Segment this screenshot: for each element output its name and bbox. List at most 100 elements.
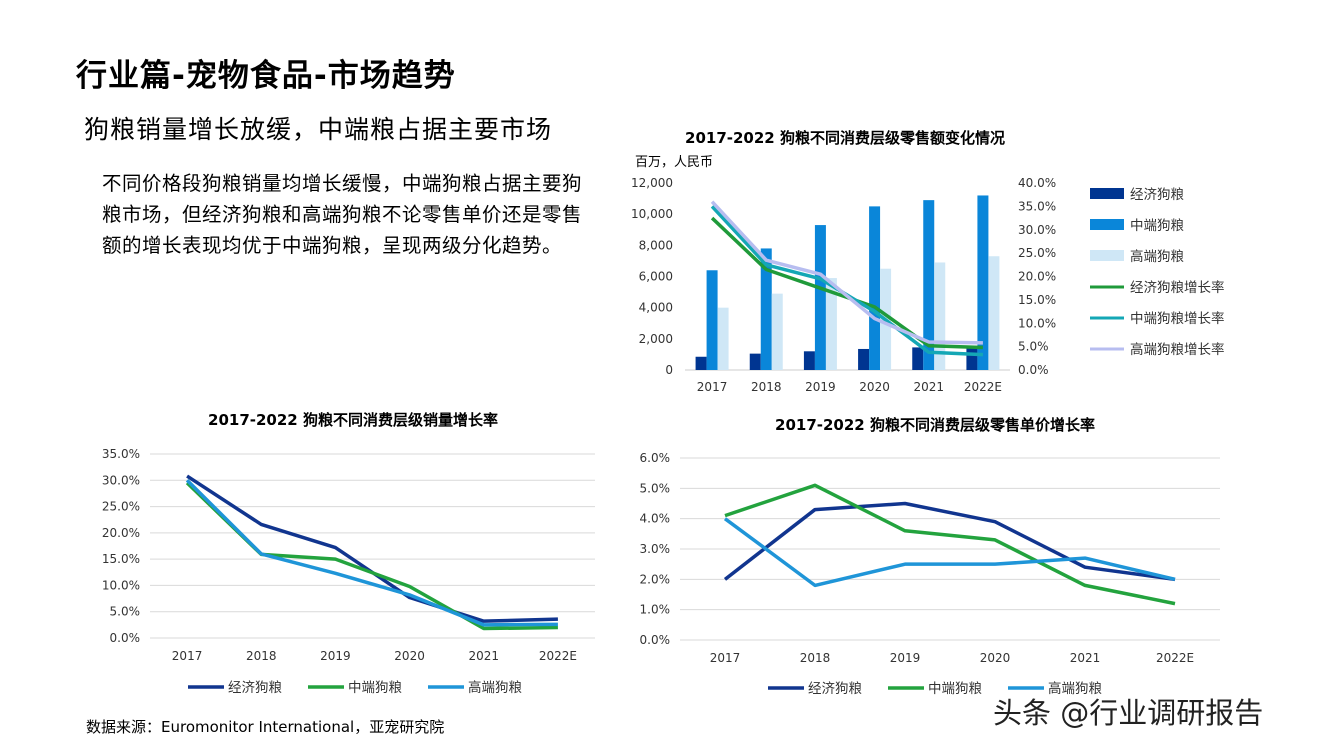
chart-title: 2017-2022 狗粮不同消费层级销量增长率 bbox=[208, 411, 498, 429]
y-tick-label: 12,000 bbox=[631, 176, 673, 190]
y2-tick-label: 20.0% bbox=[1018, 270, 1056, 284]
y-tick-label: 3.0% bbox=[640, 542, 671, 556]
y2-tick-label: 30.0% bbox=[1018, 223, 1056, 237]
bar-经济狗粮 bbox=[749, 353, 761, 370]
x-tick-label: 2022E bbox=[539, 649, 577, 663]
y-tick-label: 2.0% bbox=[640, 572, 671, 586]
y-tick-label: 1.0% bbox=[640, 603, 671, 617]
y2-tick-label: 40.0% bbox=[1018, 176, 1056, 190]
y-tick-label: 25.0% bbox=[102, 500, 140, 514]
bar-高端狗粮 bbox=[771, 293, 783, 370]
y2-tick-label: 0.0% bbox=[1018, 363, 1049, 377]
legend-label: 高端狗粮 bbox=[468, 679, 522, 696]
y-tick-label: 8,000 bbox=[639, 238, 673, 252]
x-tick-label: 2017 bbox=[710, 651, 741, 665]
bar-经济狗粮 bbox=[966, 345, 978, 370]
y-tick-label: 5.0% bbox=[640, 481, 671, 495]
y-tick-label: 10,000 bbox=[631, 207, 673, 221]
series-line-高端狗粮 bbox=[723, 517, 1176, 588]
y-tick-label: 0.0% bbox=[640, 633, 671, 647]
legend-swatch bbox=[1090, 188, 1124, 199]
y-axis-label: 百万，人民币 bbox=[635, 155, 713, 170]
bar-中端狗粮 bbox=[760, 248, 772, 370]
bar-中端狗粮 bbox=[814, 225, 826, 370]
x-tick-label: 2021 bbox=[913, 380, 944, 394]
y2-tick-label: 10.0% bbox=[1018, 316, 1056, 330]
series-line-中端狗粮 bbox=[724, 483, 1176, 606]
y2-tick-label: 15.0% bbox=[1018, 293, 1056, 307]
bar-经济狗粮 bbox=[803, 351, 815, 370]
bar-中端狗粮 bbox=[706, 270, 718, 370]
page-title: 行业篇-宠物食品-市场趋势 bbox=[76, 58, 456, 94]
bar-中端狗粮 bbox=[869, 206, 881, 370]
legend-label: 中端狗粮 bbox=[928, 681, 982, 697]
y-tick-label: 30.0% bbox=[102, 473, 140, 487]
legend-label: 经济狗粮 bbox=[228, 680, 282, 696]
series-line-经济狗粮 bbox=[186, 474, 558, 623]
x-tick-label: 2019 bbox=[805, 380, 836, 394]
x-tick-label: 2020 bbox=[394, 649, 425, 663]
y-tick-label: 35.0% bbox=[102, 447, 140, 461]
body-paragraph: 不同价格段狗粮销量均增长缓慢，中端狗粮占据主要狗粮市场，但经济狗粮和高端狗粮不论… bbox=[102, 172, 583, 257]
y-tick-label: 10.0% bbox=[102, 578, 140, 592]
bar-高端狗粮 bbox=[717, 307, 729, 370]
y-tick-label: 6.0% bbox=[640, 451, 671, 465]
y-tick-label: 15.0% bbox=[102, 552, 140, 566]
legend-label: 经济狗粮 bbox=[1130, 187, 1184, 203]
legend-swatch bbox=[1090, 250, 1124, 261]
bar-经济狗粮 bbox=[858, 348, 870, 370]
series-line-高端狗粮 bbox=[185, 479, 558, 627]
y-tick-label: 6,000 bbox=[639, 270, 673, 284]
y-tick-label: 0.0% bbox=[110, 631, 141, 645]
bar-高端狗粮 bbox=[988, 256, 1000, 370]
bar-中端狗粮 bbox=[977, 195, 989, 370]
x-tick-label: 2020 bbox=[859, 380, 890, 394]
x-tick-label: 2020 bbox=[980, 651, 1011, 665]
bar-高端狗粮 bbox=[934, 262, 946, 370]
page-subtitle: 狗粮销量增长放缓，中端粮占据主要市场 bbox=[84, 115, 553, 144]
x-tick-label: 2021 bbox=[468, 649, 499, 663]
bar-经济狗粮 bbox=[912, 347, 924, 370]
watermark: 头条 @行业调研报告 bbox=[993, 696, 1264, 730]
x-tick-label: 2017 bbox=[172, 649, 203, 663]
y-tick-label: 20.0% bbox=[102, 526, 140, 540]
legend-label: 高端狗粮 bbox=[1048, 680, 1102, 697]
x-tick-label: 2017 bbox=[697, 380, 728, 394]
y-tick-label: 2,000 bbox=[639, 332, 673, 346]
legend-label: 高端狗粮 bbox=[1130, 248, 1184, 265]
x-tick-label: 2022E bbox=[964, 380, 1002, 394]
x-tick-label: 2018 bbox=[751, 380, 782, 394]
sales-volume-growth-chart: 2017-2022 狗粮不同消费层级销量增长率 0.0% 5.0% 10.0% 15.0… bbox=[102, 411, 595, 696]
y2-tick-label: 5.0% bbox=[1018, 340, 1049, 354]
y-tick-label: 5.0% bbox=[110, 605, 141, 619]
legend-label: 高端狗粮增长率 bbox=[1130, 341, 1225, 358]
x-tick-label: 2021 bbox=[1070, 651, 1101, 665]
legend-label: 经济狗粮 bbox=[808, 681, 862, 697]
legend-label: 中端狗粮 bbox=[1130, 218, 1184, 234]
bar-高端狗粮 bbox=[825, 278, 837, 370]
bar-中端狗粮 bbox=[923, 200, 935, 370]
chart-title: 2017-2022 狗粮不同消费层级零售单价增长率 bbox=[775, 416, 1095, 434]
y-tick-label: 0 bbox=[665, 363, 673, 377]
unit-price-growth-chart: 2017-2022 狗粮不同消费层级零售单价增长率 0.0% 1.0% 2.0% 3.0… bbox=[640, 416, 1220, 697]
series-line-高端狗粮增长率 bbox=[710, 200, 983, 345]
legend-label: 经济狗粮增长率 bbox=[1130, 279, 1225, 296]
legend-label: 中端狗粮 bbox=[348, 680, 402, 696]
chart-title: 2017-2022 狗粮不同消费层级零售额变化情况 bbox=[685, 129, 1005, 147]
x-tick-label: 2018 bbox=[800, 651, 831, 665]
y2-tick-label: 25.0% bbox=[1018, 246, 1056, 260]
data-source-note: 数据来源：Euromonitor International，亚宠研究院 bbox=[86, 718, 445, 736]
x-tick-label: 2018 bbox=[246, 649, 277, 663]
x-tick-label: 2019 bbox=[320, 649, 351, 663]
bar-经济狗粮 bbox=[695, 356, 707, 370]
y2-tick-label: 35.0% bbox=[1018, 199, 1056, 213]
x-tick-label: 2022E bbox=[1156, 651, 1194, 665]
y-tick-label: 4.0% bbox=[640, 512, 671, 526]
legend-label: 中端狗粮增长率 bbox=[1130, 310, 1225, 327]
legend-swatch bbox=[1090, 219, 1124, 230]
series-line-经济狗粮 bbox=[723, 501, 1176, 582]
x-tick-label: 2019 bbox=[890, 651, 921, 665]
series-line-中端狗粮 bbox=[185, 481, 558, 631]
